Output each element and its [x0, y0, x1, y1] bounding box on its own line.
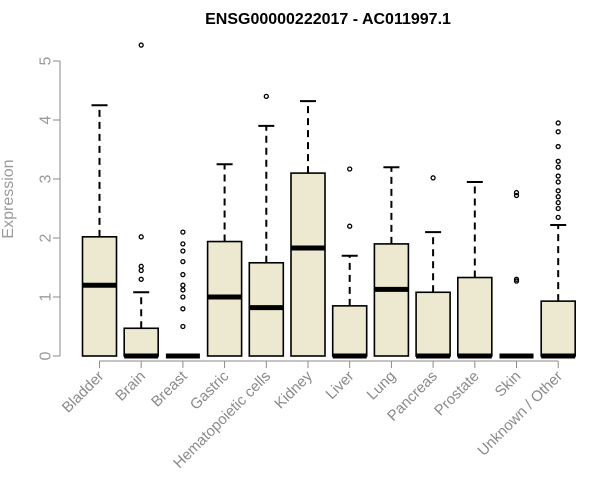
- box-rect: [540, 300, 577, 357]
- box-lung: [373, 166, 410, 357]
- outlier-point: [555, 164, 561, 170]
- x-tick-label: Lung: [364, 368, 400, 404]
- outlier-point: [180, 258, 186, 265]
- y-tick-label: 4: [38, 115, 55, 124]
- outlier-point: [555, 194, 561, 200]
- outlier-point: [555, 129, 561, 135]
- outlier-point: [138, 276, 144, 282]
- outlier-point: [347, 166, 353, 172]
- outlier-point: [555, 214, 561, 221]
- outlier-point: [513, 278, 520, 284]
- outlier-point: [180, 287, 186, 293]
- box-series: [81, 42, 577, 359]
- x-tick-label: Skin: [492, 368, 525, 401]
- outlier-point: [138, 42, 144, 48]
- chart-title: ENSG00000222017 - AC011997.1: [205, 11, 451, 28]
- x-tick-label: Prostate: [431, 368, 483, 420]
- box-gastric: [206, 163, 243, 357]
- y-axis: 0 1 2 3 4 5: [38, 56, 61, 360]
- box-hematopoietic-cells: [248, 93, 285, 357]
- y-axis-label: Expression: [0, 159, 17, 238]
- outlier-point: [347, 223, 353, 229]
- box-prostate: [456, 180, 493, 359]
- outlier-point: [180, 241, 186, 247]
- box-pancreas: [415, 175, 451, 359]
- outlier-point: [513, 192, 520, 199]
- outlier-point: [180, 248, 186, 254]
- box-unknown-other: [540, 120, 577, 359]
- box-liver: [331, 166, 368, 359]
- outlier-point: [430, 175, 436, 181]
- outlier-point: [555, 143, 561, 150]
- x-tick-label: Liver: [323, 368, 358, 403]
- outlier-point: [180, 229, 186, 235]
- outlier-point: [138, 263, 144, 269]
- y-tick-label: 5: [38, 56, 55, 65]
- outlier-point: [555, 188, 561, 194]
- outlier-point: [555, 199, 561, 206]
- box-skin: [499, 189, 534, 359]
- box-rect: [415, 291, 451, 357]
- outlier-point: [513, 189, 520, 196]
- outlier-point: [138, 267, 144, 274]
- outlier-point: [555, 205, 561, 212]
- box-rect: [331, 305, 368, 357]
- outlier-point: [513, 276, 520, 282]
- box-breast: [165, 229, 200, 359]
- box-rect: [373, 243, 410, 357]
- box-rect: [456, 276, 493, 357]
- outlier-point: [180, 306, 186, 312]
- box-rect: [81, 236, 118, 357]
- outlier-point: [180, 323, 186, 330]
- y-tick-label: 1: [38, 292, 55, 301]
- x-tick-label: Brain: [112, 368, 149, 405]
- y-tick-label: 2: [38, 233, 55, 242]
- outlier-point: [555, 173, 561, 179]
- x-tick-label: Bladder: [59, 368, 108, 417]
- box-rect: [123, 327, 159, 357]
- x-tick-label: Breast: [148, 367, 191, 410]
- x-tick-label: Kidney: [271, 367, 316, 412]
- box-brain: [123, 42, 159, 359]
- outlier-point: [180, 282, 186, 288]
- outlier-point: [555, 179, 561, 185]
- outlier-point: [263, 93, 269, 100]
- outlier-point: [180, 271, 186, 278]
- y-tick-label: 0: [38, 351, 55, 360]
- y-tick-label: 3: [38, 174, 55, 183]
- outlier-point: [180, 294, 186, 300]
- outlier-point: [555, 158, 561, 164]
- box-kidney: [290, 100, 326, 357]
- box-bladder: [81, 104, 118, 357]
- outlier-point: [555, 120, 561, 126]
- box-rect: [290, 172, 326, 357]
- outlier-point: [138, 234, 144, 240]
